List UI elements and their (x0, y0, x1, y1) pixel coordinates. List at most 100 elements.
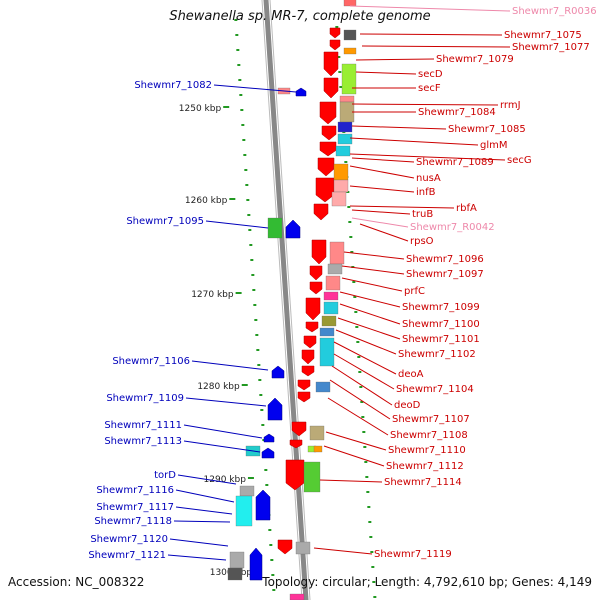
gene-label-forward[interactable]: Shewmr7_1102 (398, 349, 476, 360)
label-leader-line (355, 71, 417, 75)
gene-label-reverse[interactable]: torD (154, 470, 176, 481)
label-leader-line (351, 125, 447, 130)
gene-label-forward[interactable]: secF (418, 83, 441, 94)
forward-gene-arrow[interactable] (305, 297, 321, 321)
forward-gene-arrow[interactable] (301, 349, 315, 365)
gene-label-reverse[interactable]: Shewmr7_1117 (96, 502, 174, 513)
forward-gene-arrow[interactable] (319, 141, 337, 157)
gene-label-forward[interactable]: Shewmr7_1100 (402, 319, 480, 330)
reverse-gene-arrow[interactable] (255, 489, 271, 521)
forward-gene-arrow[interactable] (309, 281, 323, 295)
forward-gene-arrow[interactable] (289, 439, 303, 449)
gene-label-forward[interactable]: Shewmr7_1114 (384, 477, 462, 488)
gene-label-reverse[interactable]: Shewmr7_1116 (96, 485, 174, 496)
reverse-gene-arrow[interactable] (295, 87, 307, 97)
gene-label-reverse[interactable]: Shewmr7_1118 (94, 516, 172, 527)
gene-label-reverse[interactable]: Shewmr7_1082 (134, 80, 212, 91)
gene-label-forward[interactable]: secG (507, 155, 532, 166)
forward-gene-arrow[interactable] (323, 77, 339, 99)
label-leader-line (177, 474, 237, 485)
gene-label-forward[interactable]: Shewmr7_1110 (388, 445, 466, 456)
gene-label-forward[interactable]: Shewmr7_1107 (392, 414, 470, 425)
gene-label-forward[interactable]: Shewmr7_1085 (448, 124, 526, 135)
gene-label-forward[interactable]: Shewmr7_1077 (512, 42, 590, 53)
forward-gene-arrow[interactable] (285, 459, 305, 491)
reverse-gene-arrow[interactable] (263, 433, 275, 443)
gene-label-forward[interactable]: secD (418, 69, 443, 80)
gene-label-forward[interactable]: Shewmr7_1079 (436, 54, 514, 65)
gene-label-reverse[interactable]: Shewmr7_1120 (90, 534, 168, 545)
forward-gene-arrow[interactable] (323, 51, 339, 77)
gene-label-forward[interactable]: Shewmr7_1084 (418, 107, 496, 118)
gene-label-reverse[interactable]: Shewmr7_1121 (88, 550, 166, 561)
label-leader-line (333, 341, 397, 375)
gene-label-forward[interactable]: infB (416, 187, 436, 198)
gene-label-forward[interactable]: rrmJ (500, 100, 521, 111)
gene-label-forward[interactable]: Shewmr7_1075 (504, 30, 582, 41)
gene-label-forward[interactable]: Shewmr7_R0042 (410, 222, 495, 233)
label-leader-line (213, 84, 297, 93)
gene-label-forward[interactable]: Shewmr7_R0036 (512, 6, 597, 17)
gene-label-forward[interactable]: deoD (394, 400, 421, 411)
label-leader-line (351, 157, 415, 163)
forward-gene-arrow[interactable] (301, 365, 315, 377)
forward-gene-arrow[interactable] (311, 239, 327, 265)
label-leader-line (341, 277, 403, 292)
gene-label-forward[interactable]: Shewmr7_1108 (390, 430, 468, 441)
label-leader-line (167, 554, 227, 561)
forward-gene-arrow[interactable] (313, 203, 329, 221)
forward-gene-arrow[interactable] (329, 39, 341, 51)
label-leader-line (339, 291, 401, 308)
forward-gene-arrow[interactable] (321, 125, 337, 141)
gene-label-forward[interactable]: Shewmr7_1099 (402, 302, 480, 313)
forward-gene-arrow[interactable] (315, 177, 335, 203)
gene-label-reverse[interactable]: Shewmr7_1109 (106, 393, 184, 404)
gene-label-reverse[interactable]: Shewmr7_1111 (104, 420, 182, 431)
label-leader-line (319, 479, 383, 483)
gene-label-reverse[interactable]: Shewmr7_1106 (112, 356, 190, 367)
reverse-gene-arrow[interactable] (249, 547, 263, 581)
reverse-gene-arrow[interactable] (267, 397, 283, 421)
reverse-gene-arrow[interactable] (271, 365, 285, 379)
gene-label-forward[interactable]: Shewmr7_1096 (406, 254, 484, 265)
gene-label-forward[interactable]: deoA (398, 369, 424, 380)
gene-label-forward[interactable]: prfC (404, 286, 425, 297)
forward-gene-arrow[interactable] (297, 391, 311, 403)
function-color-block (323, 301, 339, 315)
function-color-block (319, 327, 335, 337)
reverse-gene-arrow[interactable] (285, 219, 301, 239)
gene-label-forward[interactable]: Shewmr7_1089 (416, 157, 494, 168)
function-color-block (319, 337, 335, 367)
gene-label-reverse[interactable]: Shewmr7_1113 (104, 436, 182, 447)
function-color-block (315, 381, 331, 393)
gene-label-forward[interactable]: Shewmr7_1112 (386, 461, 464, 472)
label-leader-line (175, 506, 233, 515)
reverse-gene-arrow[interactable] (261, 447, 275, 459)
forward-gene-arrow[interactable] (303, 335, 317, 349)
label-leader-line (333, 353, 395, 390)
forward-gene-arrow[interactable] (291, 421, 307, 437)
forward-gene-arrow[interactable] (297, 379, 311, 391)
forward-gene-arrow[interactable] (329, 27, 341, 39)
forward-gene-arrow[interactable] (317, 157, 335, 177)
forward-gene-arrow[interactable] (319, 101, 337, 125)
label-leader-line (191, 360, 269, 371)
function-color-block (335, 145, 351, 157)
gene-label-forward[interactable]: nusA (416, 173, 441, 184)
gene-label-forward[interactable]: rpsO (410, 236, 434, 247)
forward-gene-arrow[interactable] (277, 539, 293, 555)
forward-gene-arrow[interactable] (305, 321, 319, 333)
gene-label-forward[interactable]: rbfA (456, 203, 477, 214)
gene-label-forward[interactable]: Shewmr7_1097 (406, 269, 484, 280)
gene-label-forward[interactable]: glmM (480, 140, 508, 151)
gene-label-forward[interactable]: Shewmr7_1104 (396, 384, 474, 395)
length-label: Length: (374, 575, 421, 589)
gene-label-forward[interactable]: Shewmr7_1119 (374, 549, 452, 560)
gene-label-forward[interactable]: Shewmr7_1101 (402, 334, 480, 345)
tick-label: 1280 kbp (197, 382, 240, 392)
gene-label-reverse[interactable]: Shewmr7_1095 (126, 216, 204, 227)
forward-gene-arrow[interactable] (309, 265, 323, 281)
gene-label-forward[interactable]: truB (412, 209, 433, 220)
tick-label: 1250 kbp (179, 104, 222, 114)
genes-label: Genes: (511, 575, 554, 589)
